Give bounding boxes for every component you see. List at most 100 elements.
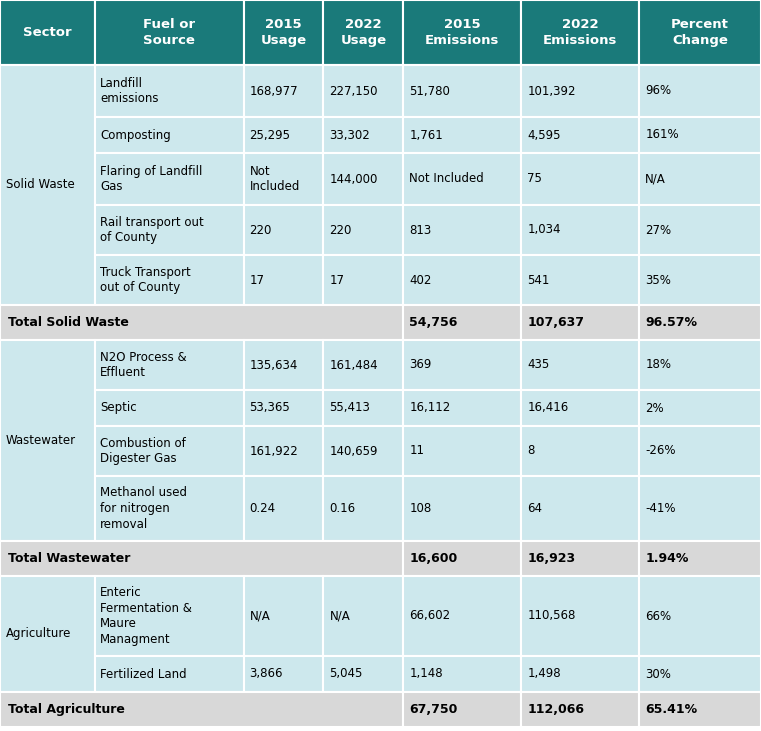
Bar xyxy=(323,205,403,255)
Text: Methanol used
for nitrogen
removal: Methanol used for nitrogen removal xyxy=(100,487,187,531)
Bar xyxy=(521,205,639,255)
Text: 135,634: 135,634 xyxy=(250,358,298,371)
Text: Composting: Composting xyxy=(100,129,171,142)
Text: 8: 8 xyxy=(527,444,535,458)
Text: 17: 17 xyxy=(330,273,345,287)
Text: 96%: 96% xyxy=(645,85,671,97)
Text: 75: 75 xyxy=(527,173,542,186)
Text: Flaring of Landfill
Gas: Flaring of Landfill Gas xyxy=(100,164,202,193)
Bar xyxy=(521,305,639,340)
Text: 0.24: 0.24 xyxy=(250,502,275,515)
Text: 55,413: 55,413 xyxy=(330,401,371,414)
Bar xyxy=(323,0,403,65)
Text: Not
Included: Not Included xyxy=(250,164,300,193)
Bar xyxy=(403,576,521,656)
Text: 227,150: 227,150 xyxy=(330,85,378,97)
Text: Rail transport out
of County: Rail transport out of County xyxy=(100,216,204,244)
Text: -41%: -41% xyxy=(645,502,676,515)
Bar xyxy=(323,65,403,117)
Text: 161,922: 161,922 xyxy=(250,444,298,458)
Text: N/A: N/A xyxy=(645,173,666,186)
Bar xyxy=(95,390,244,426)
Bar xyxy=(403,153,521,205)
Bar xyxy=(95,255,244,305)
Text: Total Solid Waste: Total Solid Waste xyxy=(8,316,129,329)
Text: 67,750: 67,750 xyxy=(409,703,457,716)
Bar xyxy=(244,390,323,426)
Bar xyxy=(0,305,403,340)
Bar xyxy=(521,426,639,476)
Bar xyxy=(521,476,639,541)
Text: 161,484: 161,484 xyxy=(330,358,378,371)
Text: -26%: -26% xyxy=(645,444,676,458)
Text: 2022
Usage: 2022 Usage xyxy=(340,18,387,47)
Bar xyxy=(323,153,403,205)
Text: 220: 220 xyxy=(330,224,352,237)
Text: 112,066: 112,066 xyxy=(527,703,584,716)
Text: 1.94%: 1.94% xyxy=(645,552,689,565)
Bar xyxy=(323,476,403,541)
Text: 1,034: 1,034 xyxy=(527,224,561,237)
Bar xyxy=(244,153,323,205)
Bar xyxy=(244,117,323,153)
Text: 541: 541 xyxy=(527,273,549,287)
Text: 30%: 30% xyxy=(645,667,671,681)
Bar xyxy=(403,476,521,541)
Bar xyxy=(639,205,761,255)
Text: 0.16: 0.16 xyxy=(330,502,355,515)
Text: 1,148: 1,148 xyxy=(409,667,443,681)
Bar xyxy=(95,0,244,65)
Bar xyxy=(403,0,521,65)
Text: 2022
Emissions: 2022 Emissions xyxy=(543,18,617,47)
Text: Agriculture: Agriculture xyxy=(6,627,72,640)
Bar xyxy=(521,656,639,692)
Text: 168,977: 168,977 xyxy=(250,85,298,97)
Bar xyxy=(403,255,521,305)
Bar xyxy=(521,65,639,117)
Bar xyxy=(403,305,521,340)
Text: 65.41%: 65.41% xyxy=(645,703,697,716)
Text: 220: 220 xyxy=(250,224,272,237)
Bar xyxy=(95,65,244,117)
Bar xyxy=(0,541,403,576)
Bar xyxy=(639,0,761,65)
Bar xyxy=(95,426,244,476)
Bar xyxy=(244,0,323,65)
Bar xyxy=(403,656,521,692)
Text: 1,761: 1,761 xyxy=(409,129,443,142)
Bar xyxy=(0,0,95,65)
Bar xyxy=(323,340,403,390)
Bar xyxy=(323,426,403,476)
Text: 54,756: 54,756 xyxy=(409,316,457,329)
Text: 402: 402 xyxy=(409,273,431,287)
Text: 2%: 2% xyxy=(645,401,664,414)
Text: 53,365: 53,365 xyxy=(250,401,290,414)
Text: 35%: 35% xyxy=(645,273,671,287)
Bar xyxy=(403,65,521,117)
Text: Enteric
Fermentation &
Maure
Managment: Enteric Fermentation & Maure Managment xyxy=(100,586,192,645)
Bar xyxy=(403,205,521,255)
Bar xyxy=(403,541,521,576)
Text: 17: 17 xyxy=(250,273,265,287)
Text: Fertilized Land: Fertilized Land xyxy=(100,667,186,681)
Text: 101,392: 101,392 xyxy=(527,85,576,97)
Bar xyxy=(95,205,244,255)
Text: 161%: 161% xyxy=(645,129,679,142)
Bar xyxy=(0,340,95,541)
Bar xyxy=(639,541,761,576)
Text: Landfill
emissions: Landfill emissions xyxy=(100,77,158,105)
Bar xyxy=(0,65,95,305)
Bar xyxy=(521,576,639,656)
Text: 435: 435 xyxy=(527,358,549,371)
Text: 3,866: 3,866 xyxy=(250,667,283,681)
Text: 66%: 66% xyxy=(645,610,671,623)
Text: 16,112: 16,112 xyxy=(409,401,451,414)
Bar xyxy=(95,340,244,390)
Bar xyxy=(521,692,639,727)
Bar xyxy=(95,153,244,205)
Bar xyxy=(639,426,761,476)
Bar xyxy=(521,153,639,205)
Bar xyxy=(521,541,639,576)
Text: Septic: Septic xyxy=(100,401,137,414)
Bar xyxy=(0,692,403,727)
